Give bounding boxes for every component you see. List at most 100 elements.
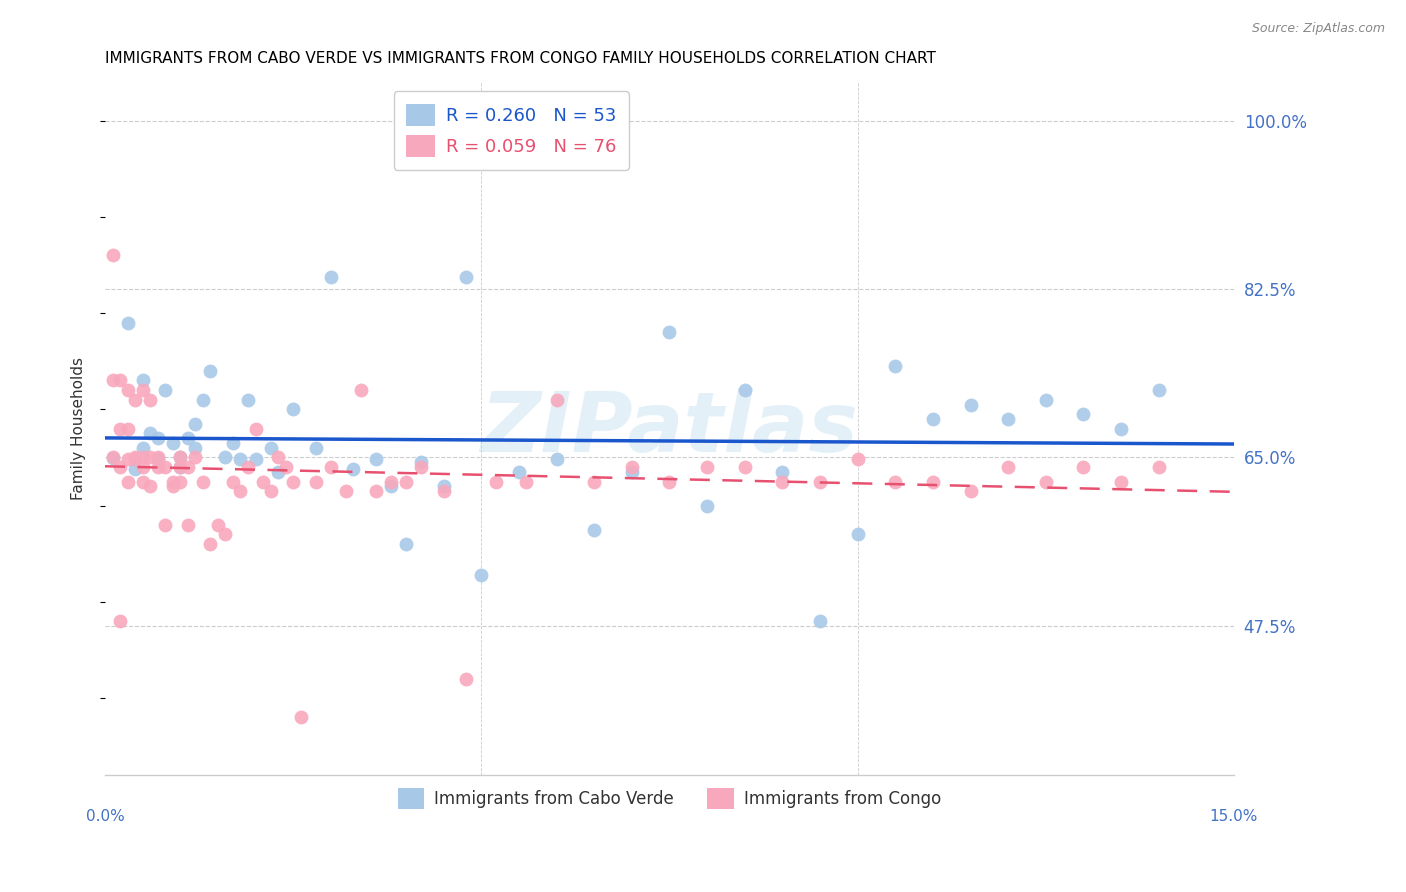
Point — [200, 537, 222, 551]
Point — [380, 475, 402, 489]
Point — [770, 475, 793, 489]
Point — [252, 475, 274, 489]
Point — [236, 392, 259, 407]
Point — [131, 460, 153, 475]
Point — [153, 517, 176, 532]
Point — [131, 475, 153, 489]
Point — [101, 450, 124, 465]
Point — [162, 436, 184, 450]
Point — [456, 672, 478, 686]
Point — [696, 499, 718, 513]
Point — [696, 460, 718, 475]
Point — [146, 460, 169, 475]
Point — [1109, 422, 1132, 436]
Point — [229, 452, 252, 467]
Point — [117, 452, 139, 467]
Point — [997, 460, 1019, 475]
Point — [470, 568, 492, 582]
Point — [770, 465, 793, 479]
Point — [319, 460, 342, 475]
Point — [184, 450, 207, 465]
Point — [620, 465, 643, 479]
Point — [124, 392, 146, 407]
Point — [117, 383, 139, 397]
Point — [146, 452, 169, 467]
Text: IMMIGRANTS FROM CABO VERDE VS IMMIGRANTS FROM CONGO FAMILY HOUSEHOLDS CORRELATIO: IMMIGRANTS FROM CABO VERDE VS IMMIGRANTS… — [105, 51, 936, 66]
Point — [124, 462, 146, 476]
Point — [409, 455, 432, 469]
Point — [884, 475, 907, 489]
Point — [229, 484, 252, 499]
Point — [1109, 475, 1132, 489]
Point — [319, 269, 342, 284]
Point — [108, 614, 131, 628]
Point — [583, 475, 606, 489]
Point — [959, 484, 981, 499]
Point — [1147, 383, 1170, 397]
Point — [245, 452, 267, 467]
Point — [131, 374, 153, 388]
Point — [153, 460, 176, 475]
Point — [846, 452, 869, 467]
Point — [1147, 460, 1170, 475]
Point — [236, 460, 259, 475]
Point — [222, 436, 245, 450]
Point — [139, 426, 162, 441]
Point — [364, 452, 387, 467]
Text: 0.0%: 0.0% — [86, 809, 124, 824]
Point — [290, 710, 312, 724]
Point — [620, 460, 643, 475]
Point — [485, 475, 508, 489]
Point — [546, 392, 568, 407]
Point — [658, 475, 681, 489]
Point — [267, 465, 290, 479]
Point — [169, 460, 191, 475]
Point — [1073, 460, 1095, 475]
Point — [456, 269, 478, 284]
Point — [267, 450, 290, 465]
Point — [169, 450, 191, 465]
Point — [108, 422, 131, 436]
Point — [734, 383, 756, 397]
Point — [191, 392, 214, 407]
Text: ZIPatlas: ZIPatlas — [481, 388, 859, 469]
Point — [101, 374, 124, 388]
Point — [139, 479, 162, 493]
Point — [274, 460, 297, 475]
Point — [884, 359, 907, 373]
Point — [433, 484, 456, 499]
Point — [207, 517, 229, 532]
Text: Source: ZipAtlas.com: Source: ZipAtlas.com — [1251, 22, 1385, 36]
Point — [191, 475, 214, 489]
Point — [305, 441, 328, 455]
Point — [169, 475, 191, 489]
Point — [177, 431, 200, 445]
Point — [305, 475, 328, 489]
Point — [433, 479, 456, 493]
Point — [959, 398, 981, 412]
Point — [1073, 407, 1095, 421]
Point — [214, 450, 236, 465]
Point — [281, 402, 304, 417]
Point — [259, 484, 281, 499]
Point — [808, 614, 831, 628]
Y-axis label: Family Households: Family Households — [72, 357, 86, 500]
Point — [214, 527, 236, 541]
Point — [108, 374, 131, 388]
Point — [117, 316, 139, 330]
Point — [658, 326, 681, 340]
Point — [153, 383, 176, 397]
Point — [546, 452, 568, 467]
Point — [1035, 392, 1057, 407]
Point — [350, 383, 373, 397]
Point — [139, 392, 162, 407]
Point — [177, 460, 200, 475]
Point — [808, 475, 831, 489]
Point — [131, 441, 153, 455]
Text: 15.0%: 15.0% — [1209, 809, 1258, 824]
Point — [169, 460, 191, 475]
Point — [162, 479, 184, 493]
Point — [184, 441, 207, 455]
Point — [921, 412, 943, 426]
Point — [515, 475, 537, 489]
